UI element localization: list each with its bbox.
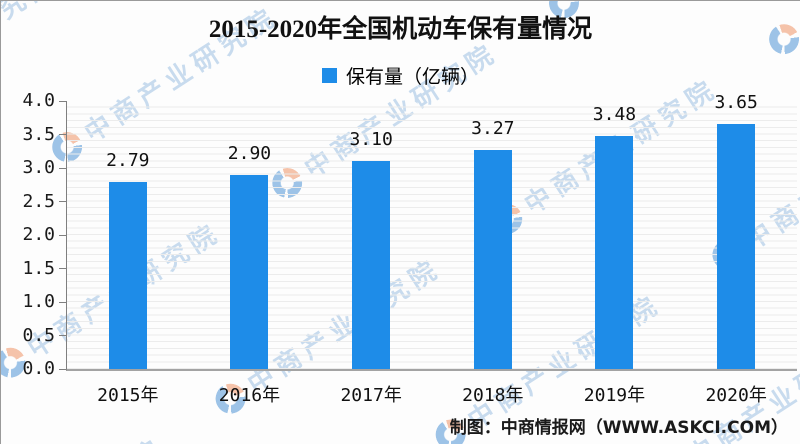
y-tick-label: 1.5: [22, 257, 55, 279]
y-tick-label: 3.5: [22, 123, 55, 145]
bar-slot: 3.27 2018年: [432, 101, 554, 406]
bar: [230, 174, 269, 369]
y-tick-label: 2.0: [22, 224, 55, 245]
y-tick-mark: [59, 268, 66, 269]
x-tick-label: 2016年: [218, 385, 281, 406]
bar-value-label: 3.65: [714, 92, 758, 114]
x-tick-label: 2018年: [462, 385, 524, 406]
y-tick-mark: [59, 100, 66, 102]
y-tick-mark: [59, 134, 66, 135]
bar-value-label: 3.48: [592, 103, 637, 125]
y-tick-mark: [59, 301, 66, 303]
y-tick-label: 3.0: [22, 157, 55, 178]
bar-slot: 3.65 2020年: [675, 92, 797, 406]
watermark-unit: 中商产业研究院: [1, 428, 171, 444]
bar: [108, 182, 147, 369]
bar: [717, 124, 756, 369]
bar-value-label: 2.90: [227, 142, 272, 164]
watermark-unit: 中商产业研究院: [1, 176, 7, 350]
watermark-text: 中商产业研究院: [1, 181, 7, 329]
y-tick-label: 4.0: [22, 90, 55, 111]
bar-slot: 3.48 2019年: [554, 101, 676, 406]
chart-title: 2015-2020年全国机动车保有量情况: [208, 16, 593, 43]
y-tick-mark: [59, 201, 66, 202]
bar-slot: 2.79 2015年: [67, 101, 189, 406]
bar: [473, 149, 512, 369]
y-tick-label: 1.0: [22, 291, 55, 312]
bar: [595, 135, 634, 369]
y-tick-mark: [59, 335, 66, 336]
x-tick-label: 2020年: [705, 385, 767, 406]
x-tick-label: 2019年: [583, 385, 646, 406]
x-tick-label: 2015年: [97, 385, 159, 406]
bar: [352, 161, 391, 369]
y-tick-label: 0.0: [22, 358, 55, 379]
watermark-text: 中商产业研究院: [1, 428, 171, 444]
footer-credit: 制图：中商情报网（WWW.ASKCI.COM）: [449, 418, 788, 438]
y-tick-label: 2.5: [22, 190, 55, 212]
y-tick-mark: [59, 234, 66, 236]
watermark-text: 中商产业研究院: [573, 1, 781, 6]
legend: 保有量（亿辆）: [1, 62, 800, 89]
bar-value-label: 3.27: [471, 117, 515, 139]
y-tick-label: 0.5: [22, 324, 55, 346]
x-tick-label: 2017年: [340, 385, 402, 406]
y-tick-mark: [59, 167, 66, 169]
plot-area: 0.0 0.5 1.0 1.5 2.0 2.5 3.0 3.5 4.0 2.79 2015年 2.90…: [22, 90, 797, 406]
bar-value-label: 2.79: [106, 150, 150, 172]
bar-slot: 3.10 2017年: [310, 101, 432, 406]
bar-slot: 2.90 2016年: [189, 101, 311, 406]
y-tick-mark: [59, 368, 66, 370]
legend-swatch: [321, 68, 337, 83]
bar-value-label: 3.10: [349, 129, 393, 151]
legend-label: 保有量（亿辆）: [345, 66, 479, 88]
